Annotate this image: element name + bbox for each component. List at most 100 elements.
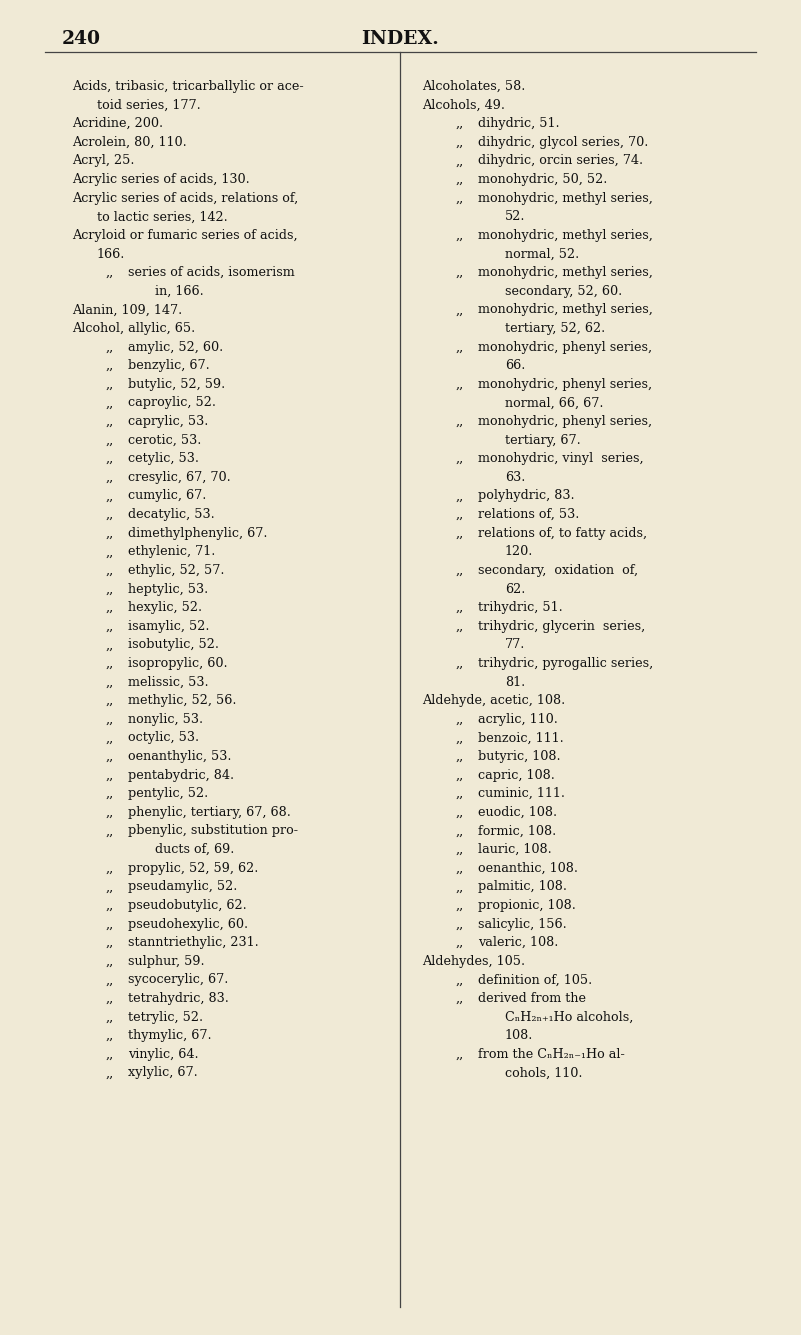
Text: dihydric, glycol series, 70.: dihydric, glycol series, 70. [478, 136, 648, 148]
Text: ,,: ,, [105, 378, 113, 391]
Text: butyric, 108.: butyric, 108. [478, 750, 561, 764]
Text: ,,: ,, [455, 453, 463, 465]
Text: Acryl, 25.: Acryl, 25. [72, 155, 135, 167]
Text: ,,: ,, [105, 266, 113, 279]
Text: monohydric, vinyl  series,: monohydric, vinyl series, [478, 453, 644, 465]
Text: propionic, 108.: propionic, 108. [478, 898, 576, 912]
Text: melissic, 53.: melissic, 53. [128, 676, 208, 689]
Text: Acrylic series of acids, relations of,: Acrylic series of acids, relations of, [72, 192, 298, 204]
Text: 66.: 66. [505, 359, 525, 372]
Text: octylic, 53.: octylic, 53. [128, 732, 199, 745]
Text: 81.: 81. [505, 676, 525, 689]
Text: ,,: ,, [455, 732, 463, 745]
Text: ,,: ,, [105, 359, 113, 372]
Text: cresylic, 67, 70.: cresylic, 67, 70. [128, 471, 231, 483]
Text: ,,: ,, [105, 917, 113, 930]
Text: 63.: 63. [505, 471, 525, 483]
Text: relations of, to fatty acids,: relations of, to fatty acids, [478, 527, 647, 539]
Text: ,,: ,, [105, 788, 113, 800]
Text: ,,: ,, [455, 174, 463, 186]
Text: ,,: ,, [105, 601, 113, 614]
Text: ,,: ,, [455, 266, 463, 279]
Text: ,,: ,, [455, 992, 463, 1005]
Text: normal, 52.: normal, 52. [505, 247, 579, 260]
Text: isamylic, 52.: isamylic, 52. [128, 619, 210, 633]
Text: oenanthic, 108.: oenanthic, 108. [478, 861, 578, 874]
Text: pentylic, 52.: pentylic, 52. [128, 788, 208, 800]
Text: ,,: ,, [455, 898, 463, 912]
Text: ethylic, 52, 57.: ethylic, 52, 57. [128, 563, 224, 577]
Text: ,,: ,, [455, 825, 463, 837]
Text: ,,: ,, [105, 490, 113, 502]
Text: dimethylphenylic, 67.: dimethylphenylic, 67. [128, 527, 268, 539]
Text: trihydric, glycerin  series,: trihydric, glycerin series, [478, 619, 646, 633]
Text: Acrolein, 80, 110.: Acrolein, 80, 110. [72, 136, 187, 148]
Text: ,,: ,, [105, 694, 113, 708]
Text: ,,: ,, [105, 955, 113, 968]
Text: 77.: 77. [505, 638, 525, 651]
Text: ,,: ,, [455, 415, 463, 429]
Text: Aldehyde, acetic, 108.: Aldehyde, acetic, 108. [422, 694, 566, 708]
Text: 240: 240 [62, 29, 101, 48]
Text: normal, 66, 67.: normal, 66, 67. [505, 396, 603, 410]
Text: ,,: ,, [105, 880, 113, 893]
Text: ,,: ,, [105, 1029, 113, 1043]
Text: vinylic, 64.: vinylic, 64. [128, 1048, 199, 1061]
Text: ,,: ,, [455, 527, 463, 539]
Text: Alanin, 109, 147.: Alanin, 109, 147. [72, 303, 183, 316]
Text: ,,: ,, [105, 1011, 113, 1024]
Text: ,,: ,, [105, 509, 113, 521]
Text: ,,: ,, [455, 509, 463, 521]
Text: pseudohexylic, 60.: pseudohexylic, 60. [128, 917, 248, 930]
Text: definition of, 105.: definition of, 105. [478, 973, 592, 987]
Text: palmitic, 108.: palmitic, 108. [478, 880, 567, 893]
Text: isopropylic, 60.: isopropylic, 60. [128, 657, 227, 670]
Text: monohydric, phenyl series,: monohydric, phenyl series, [478, 415, 652, 429]
Text: ,,: ,, [105, 973, 113, 987]
Text: ,,: ,, [455, 563, 463, 577]
Text: Acridine, 200.: Acridine, 200. [72, 117, 163, 131]
Text: ,,: ,, [455, 378, 463, 391]
Text: ,,: ,, [455, 1048, 463, 1061]
Text: ,,: ,, [455, 136, 463, 148]
Text: ,,: ,, [105, 582, 113, 595]
Text: dihydric, 51.: dihydric, 51. [478, 117, 560, 131]
Text: decatylic, 53.: decatylic, 53. [128, 509, 215, 521]
Text: CₙH₂ₙ₊₁Ho alcohols,: CₙH₂ₙ₊₁Ho alcohols, [505, 1011, 634, 1024]
Text: ,,: ,, [455, 192, 463, 204]
Text: ,,: ,, [455, 303, 463, 316]
Text: ,,: ,, [455, 601, 463, 614]
Text: ,,: ,, [105, 527, 113, 539]
Text: ,,: ,, [455, 340, 463, 354]
Text: cetylic, 53.: cetylic, 53. [128, 453, 199, 465]
Text: Acryloid or fumaric series of acids,: Acryloid or fumaric series of acids, [72, 228, 298, 242]
Text: monohydric, methyl series,: monohydric, methyl series, [478, 228, 653, 242]
Text: amylic, 52, 60.: amylic, 52, 60. [128, 340, 223, 354]
Text: monohydric, phenyl series,: monohydric, phenyl series, [478, 340, 652, 354]
Text: ,,: ,, [105, 806, 113, 818]
Text: cuminic, 111.: cuminic, 111. [478, 788, 565, 800]
Text: relations of, 53.: relations of, 53. [478, 509, 579, 521]
Text: cerotic, 53.: cerotic, 53. [128, 434, 201, 447]
Text: ,,: ,, [105, 657, 113, 670]
Text: benzoic, 111.: benzoic, 111. [478, 732, 564, 745]
Text: trihydric, pyrogallic series,: trihydric, pyrogallic series, [478, 657, 654, 670]
Text: 166.: 166. [97, 247, 126, 260]
Text: ,,: ,, [455, 788, 463, 800]
Text: ,,: ,, [105, 936, 113, 949]
Text: 120.: 120. [505, 545, 533, 558]
Text: derived from the: derived from the [478, 992, 586, 1005]
Text: ,,: ,, [455, 806, 463, 818]
Text: in, 166.: in, 166. [155, 284, 203, 298]
Text: ,,: ,, [455, 861, 463, 874]
Text: 52.: 52. [505, 211, 525, 223]
Text: ,,: ,, [455, 936, 463, 949]
Text: to lactic series, 142.: to lactic series, 142. [97, 211, 227, 223]
Text: ethylenic, 71.: ethylenic, 71. [128, 545, 215, 558]
Text: acrylic, 110.: acrylic, 110. [478, 713, 557, 726]
Text: cohols, 110.: cohols, 110. [505, 1067, 582, 1080]
Text: ,,: ,, [455, 769, 463, 781]
Text: dihydric, orcin series, 74.: dihydric, orcin series, 74. [478, 155, 643, 167]
Text: ,,: ,, [105, 340, 113, 354]
Text: ,,: ,, [105, 396, 113, 410]
